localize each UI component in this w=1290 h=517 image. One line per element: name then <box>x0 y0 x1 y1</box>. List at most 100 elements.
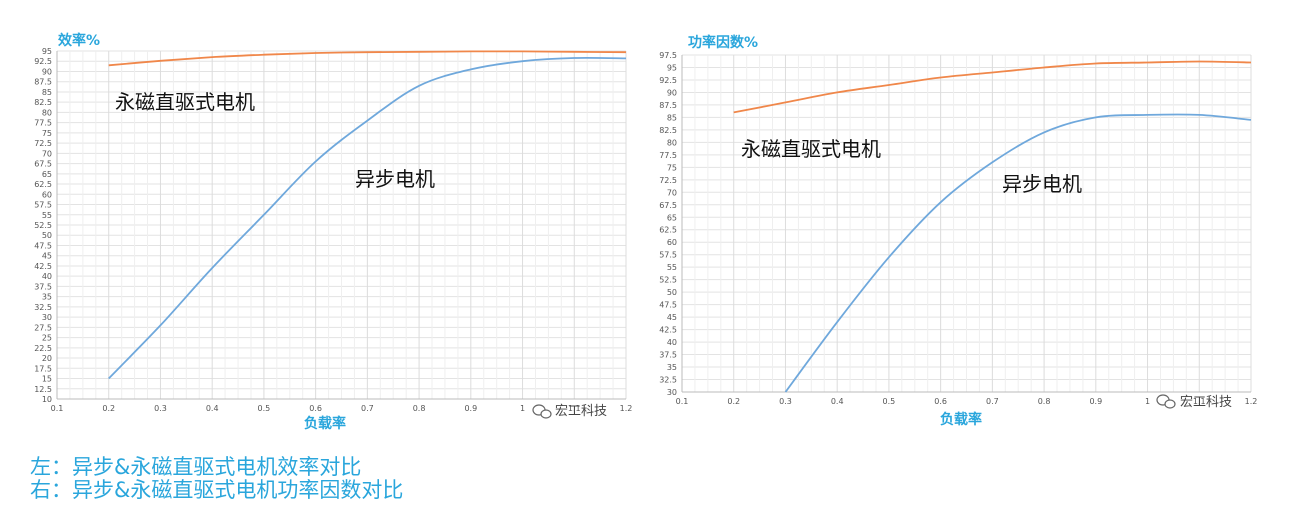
caption-left-chart: 左：异步&永磁直驱式电机效率对比 <box>30 455 362 479</box>
power-factor-x-tick-label: 1.1 <box>1193 397 1206 406</box>
power-factor-y-tick-label: 70 <box>667 188 677 197</box>
power-factor-pm-motor-label: 永磁直驱式电机 <box>741 137 881 161</box>
power-factor-y-tick-label: 50 <box>667 288 677 297</box>
efficiency-x-tick-label: 0.4 <box>206 404 219 413</box>
power-factor-y-tick-label: 30 <box>667 388 677 397</box>
efficiency-async-motor-label: 异步电机 <box>355 167 435 191</box>
efficiency-y-tick-label: 47.5 <box>34 241 52 250</box>
efficiency-y-tick-label: 50 <box>42 231 52 240</box>
efficiency-y-tick-label: 30 <box>42 313 52 322</box>
wechat-icon <box>1156 394 1176 409</box>
power-factor-x-tick-label: 1 <box>1145 397 1150 406</box>
power-factor-y-tick-label: 40 <box>667 338 677 347</box>
power-factor-y-tick-label: 62.5 <box>659 226 677 235</box>
efficiency-y-tick-label: 55 <box>42 211 52 220</box>
efficiency-x-tick-label: 0.7 <box>361 404 374 413</box>
power-factor-y-tick-label: 35 <box>667 363 677 372</box>
power-factor-y-tick-label: 90 <box>667 88 677 97</box>
efficiency-y-tick-label: 15 <box>42 375 52 384</box>
efficiency-async-motor-line <box>108 56 627 380</box>
efficiency-y-tick-label: 75 <box>42 129 52 138</box>
power-factor-y-tick-label: 37.5 <box>659 351 677 360</box>
efficiency-y-tick-label: 70 <box>42 149 52 158</box>
power-factor-y-tick-label: 57.5 <box>659 251 677 260</box>
power-factor-async-motor-label: 异步电机 <box>1002 172 1082 196</box>
wechat-icon <box>532 404 552 419</box>
efficiency-y-tick-label: 12.5 <box>34 385 52 394</box>
power-factor-chart: 30 32.5 35 37.5 40 42.5 45 47.5 50 52.5 55 57.5 60 62… <box>659 34 1257 428</box>
power-factor-y-tick-label: 77.5 <box>659 151 677 160</box>
efficiency-x-tick-label: 0.3 <box>154 404 167 413</box>
efficiency-y-tick-label: 10 <box>42 395 52 404</box>
efficiency-y-tick-label: 35 <box>42 293 52 302</box>
watermark-left: 宏工科技 <box>532 404 607 419</box>
power-factor-y-tick-label: 80 <box>667 138 677 147</box>
power-factor-x-tick-label: 0.7 <box>986 397 999 406</box>
power-factor-pm-motor-line <box>733 60 1252 114</box>
efficiency-y-tick-label: 95 <box>42 47 52 56</box>
power-factor-y-tick-label: 65 <box>667 213 677 222</box>
efficiency-y-tick-label: 80 <box>42 108 52 117</box>
efficiency-y-tick-label: 52.5 <box>34 221 52 230</box>
efficiency-x-tick-label: 1 <box>520 404 525 413</box>
efficiency-y-tick-label: 27.5 <box>34 323 52 332</box>
efficiency-y-tick-label: 40 <box>42 272 52 281</box>
efficiency-x-tick-label: 0.1 <box>51 404 64 413</box>
efficiency-y-tick-label: 65 <box>42 170 52 179</box>
power-factor-y-tick-label: 85 <box>667 113 677 122</box>
efficiency-x-tick-label: 0.2 <box>102 404 115 413</box>
power-factor-y-tick-label: 95 <box>667 63 677 72</box>
efficiency-x-tick-label: 1.1 <box>568 404 581 413</box>
watermark-right: 宏工科技 <box>1156 394 1232 410</box>
power-factor-y-tick-label: 87.5 <box>659 101 677 110</box>
efficiency-y-tick-label: 62.5 <box>34 180 52 189</box>
efficiency-y-tick-label: 77.5 <box>34 119 52 128</box>
power-factor-x-tick-label: 0.8 <box>1038 397 1051 406</box>
power-factor-y-tick-label: 52.5 <box>659 276 677 285</box>
efficiency-x-tick-label: 0.5 <box>258 404 271 413</box>
power-factor-y-tick-label: 60 <box>667 238 677 247</box>
power-factor-y-tick-label: 42.5 <box>659 326 677 335</box>
power-factor-x-tick-label: 0.1 <box>676 397 689 406</box>
power-factor-x-tick-label: 0.9 <box>1089 397 1102 406</box>
efficiency-y-tick-label: 37.5 <box>34 282 52 291</box>
efficiency-x-tick-label: 0.9 <box>464 404 477 413</box>
power-factor-x-tick-label: 1.2 <box>1245 397 1258 406</box>
watermark-text: 宏工科技 <box>555 404 607 419</box>
efficiency-x-tick-label: 0.6 <box>309 404 322 413</box>
efficiency-y-tick-label: 90 <box>42 67 52 76</box>
caption-right-chart: 右：异步&永磁直驱式电机功率因数对比 <box>30 478 404 502</box>
efficiency-x-axis-label: 负载率 <box>304 415 346 432</box>
power-factor-y-tick-label: 92.5 <box>659 76 677 85</box>
power-factor-x-tick-label: 0.2 <box>727 397 740 406</box>
efficiency-y-tick-label: 32.5 <box>34 303 52 312</box>
efficiency-y-tick-label: 20 <box>42 354 52 363</box>
efficiency-y-tick-label: 22.5 <box>34 344 52 353</box>
efficiency-y-tick-label: 60 <box>42 190 52 199</box>
efficiency-y-tick-label: 42.5 <box>34 262 52 271</box>
efficiency-y-tick-label: 57.5 <box>34 201 52 210</box>
efficiency-y-axis-label: 效率% <box>58 32 100 49</box>
power-factor-y-tick-label: 72.5 <box>659 176 677 185</box>
power-factor-y-tick-label: 45 <box>667 313 677 322</box>
efficiency-y-tick-label: 82.5 <box>34 98 52 107</box>
efficiency-pm-motor-label: 永磁直驱式电机 <box>115 90 255 114</box>
power-factor-x-tick-label: 0.5 <box>883 397 896 406</box>
power-factor-x-tick-label: 0.3 <box>779 397 792 406</box>
power-factor-y-tick-label: 67.5 <box>659 201 677 210</box>
power-factor-x-tick-label: 0.6 <box>934 397 947 406</box>
efficiency-y-tick-label: 67.5 <box>34 160 52 169</box>
power-factor-async-motor-line <box>784 113 1252 393</box>
efficiency-y-tick-label: 45 <box>42 252 52 261</box>
watermark-text: 宏工科技 <box>1180 395 1232 410</box>
efficiency-y-tick-label: 25 <box>42 334 52 343</box>
efficiency-y-tick-label: 72.5 <box>34 139 52 148</box>
power-factor-y-tick-label: 32.5 <box>659 376 677 385</box>
power-factor-y-tick-label: 75 <box>667 163 677 172</box>
power-factor-y-tick-label: 82.5 <box>659 126 677 135</box>
efficiency-y-tick-label: 92.5 <box>34 57 52 66</box>
power-factor-x-tick-label: 0.4 <box>831 397 844 406</box>
efficiency-x-tick-label: 0.8 <box>413 404 426 413</box>
